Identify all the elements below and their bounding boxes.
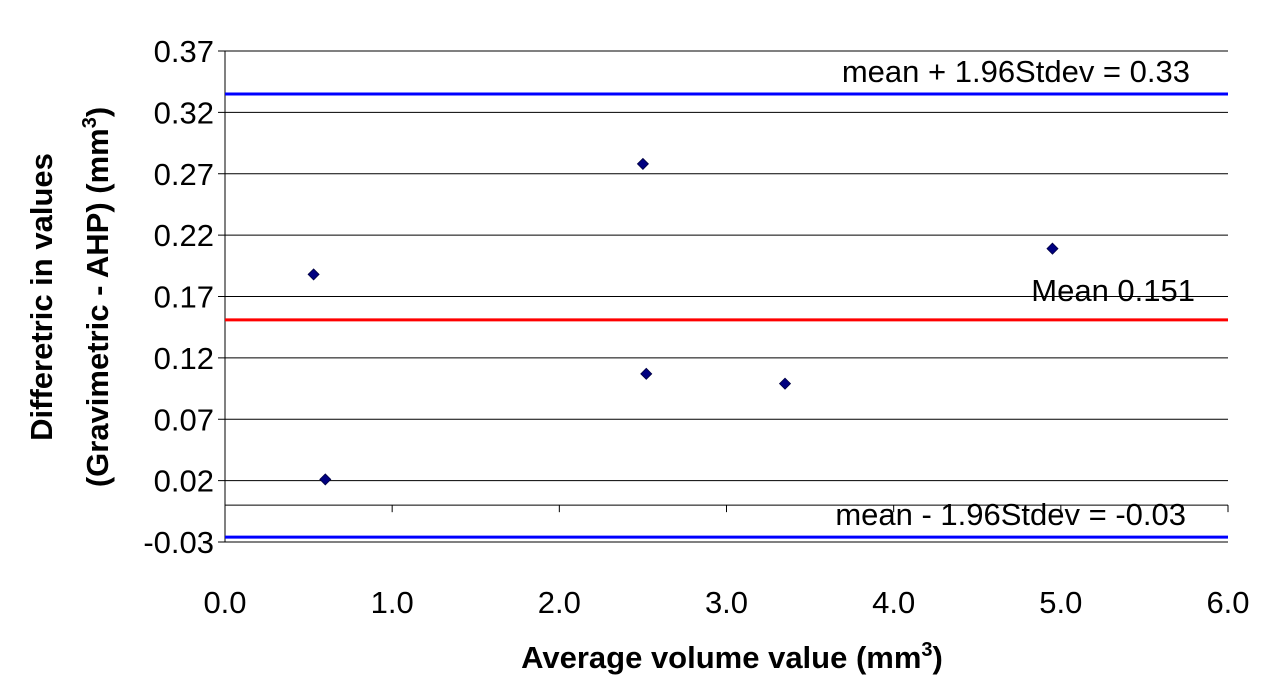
x-tick-labels: 0.0 1.0 2.0 3.0 4.0 5.0 6.0 [203,585,1249,620]
x-tick-label: 2.0 [538,585,581,620]
data-point [1046,242,1059,255]
axes [218,50,1229,543]
data-point [319,473,332,486]
gridlines [225,50,1228,543]
y-tick-label: -0.03 [143,525,214,560]
x-tick-label: 5.0 [1039,585,1082,620]
data-point [307,268,320,281]
y-axis-title-2: (Gravimetric - AHP) (mm3) [79,107,115,487]
y-axis-title-line-1: Differetric in values [24,153,59,441]
x-tick-label: 1.0 [371,585,414,620]
data-point [778,377,792,390]
data-point [640,367,653,380]
y-tick-labels: -0.03 0.02 0.07 0.12 0.17 0.22 0.27 0.32 0.37 [143,34,214,560]
x-axis-title: Average volume value (mm3) [521,639,943,675]
y-tick-label: 0.12 [154,341,214,376]
x-tick-label: 4.0 [872,585,915,620]
reference-line-label: Mean 0.151 [1031,273,1195,308]
y-tick-label: 0.07 [154,402,214,437]
x-tick-label: 6.0 [1206,585,1249,620]
y-tick-label: 0.22 [154,218,214,253]
x-tick-label: 0.0 [203,585,246,620]
y-tick-label: 0.37 [154,34,214,69]
y-tick-label: 0.02 [154,464,214,499]
data-point [636,157,649,170]
reference-line-label: mean + 1.96Stdev = 0.33 [842,54,1190,89]
y-tick-label: 0.32 [154,95,214,130]
y-axis-title-line-2: (Gravimetric - AHP) (mm3) [79,107,115,487]
y-tick-label: 0.27 [154,157,214,192]
y-tick-label: 0.17 [154,280,214,315]
x-tick-label: 3.0 [705,585,748,620]
reference-line-label: mean - 1.96Stdev = -0.03 [835,497,1186,532]
y-axis-title: Differetric in values [24,153,59,441]
reference-lines: mean + 1.96Stdev = 0.33 Mean 0.151 mean - … [225,54,1228,539]
data-points [307,157,1059,486]
